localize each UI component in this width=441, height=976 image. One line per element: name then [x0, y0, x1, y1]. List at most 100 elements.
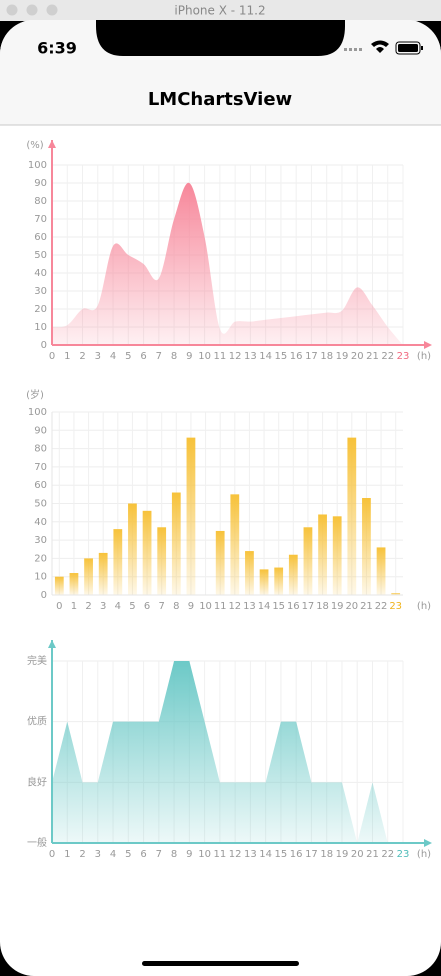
bar — [274, 567, 284, 595]
x-tick-label: 5 — [129, 601, 135, 612]
x-axis-arrow — [424, 341, 432, 349]
x-tick-label: 8 — [173, 601, 179, 612]
x-tick-label: 16 — [287, 601, 300, 612]
nav-title: LMChartsView — [148, 89, 292, 110]
bar — [54, 576, 64, 595]
y-tick-label: 40 — [34, 268, 47, 279]
bar — [347, 437, 357, 595]
bar — [391, 593, 401, 595]
y-tick-label: 30 — [34, 286, 47, 297]
x-tick-label: 10 — [198, 849, 211, 860]
bar — [171, 492, 181, 595]
x-tick-label: 9 — [186, 849, 192, 860]
bar — [303, 527, 313, 595]
y-tick-label: 70 — [34, 214, 47, 225]
y-tick-label: 10 — [34, 322, 47, 333]
y-tick-label: 80 — [34, 196, 47, 207]
x-tick-label: 10 — [198, 351, 211, 362]
bar — [318, 514, 327, 595]
x-tick-label: 19 — [336, 351, 349, 362]
x-tick-label: 23 — [389, 601, 402, 612]
y-tick-label: 50 — [34, 499, 47, 510]
x-tick-label: 13 — [244, 849, 257, 860]
home-indicator — [142, 961, 299, 966]
y-tick-label: 20 — [34, 304, 47, 315]
bar — [157, 527, 167, 595]
x-tick-label: 5 — [125, 849, 131, 860]
y-tick-label: 90 — [34, 425, 47, 436]
y-tick-label: 一般 — [27, 836, 47, 849]
x-tick-label: 13 — [243, 601, 256, 612]
x-tick-label: 23 — [397, 351, 410, 362]
y-tick-label: 70 — [34, 462, 47, 473]
x-tick-label: 6 — [140, 351, 146, 362]
x-tick-label: 10 — [199, 601, 212, 612]
window-button[interactable] — [26, 4, 38, 16]
x-tick-label: 8 — [171, 849, 177, 860]
title-bar — [0, 0, 441, 21]
x-tick-label: 16 — [290, 849, 303, 860]
x-tick-label: 21 — [366, 351, 379, 362]
y-tick-label: 良好 — [27, 775, 47, 788]
bar — [98, 552, 108, 595]
x-tick-label: 3 — [95, 351, 101, 362]
x-tick-label: 22 — [381, 849, 394, 860]
x-tick-label: 0 — [56, 601, 62, 612]
bar — [332, 516, 342, 595]
x-tick-label: 16 — [290, 351, 303, 362]
bar — [128, 503, 137, 595]
x-tick-label: 17 — [305, 849, 318, 860]
x-tick-label: 9 — [188, 601, 194, 612]
x-tick-label: 20 — [351, 351, 364, 362]
x-tick-label: 9 — [186, 351, 192, 362]
x-tick-label: 17 — [302, 601, 315, 612]
x-unit: (h) — [417, 601, 431, 612]
y-tick-label: 80 — [34, 444, 47, 455]
x-tick-label: 7 — [156, 849, 162, 860]
x-tick-label: 2 — [79, 351, 85, 362]
bar — [69, 573, 79, 595]
notch — [96, 20, 345, 56]
x-unit: (h) — [417, 849, 431, 860]
y-axis-arrow — [48, 640, 56, 648]
status-time: 6:39 — [37, 39, 77, 58]
y-tick-label: 0 — [41, 340, 47, 351]
x-tick-label: 7 — [156, 351, 162, 362]
window-button[interactable] — [6, 4, 18, 16]
x-tick-label: 5 — [125, 351, 131, 362]
x-tick-label: 12 — [229, 351, 242, 362]
bar — [215, 530, 225, 595]
x-tick-label: 22 — [375, 601, 388, 612]
bar — [84, 558, 93, 595]
x-tick-label: 3 — [100, 601, 106, 612]
bar — [113, 529, 123, 595]
bar — [230, 494, 240, 595]
x-tick-label: 11 — [214, 601, 227, 612]
x-tick-label: 0 — [49, 849, 55, 860]
x-tick-label: 12 — [229, 849, 242, 860]
x-tick-label: 15 — [275, 849, 288, 860]
x-tick-label: 18 — [320, 351, 333, 362]
x-tick-label: 2 — [85, 601, 91, 612]
x-tick-label: 14 — [258, 601, 271, 612]
x-tick-label: 3 — [95, 849, 101, 860]
x-tick-label: 19 — [331, 601, 344, 612]
x-axis-arrow — [424, 839, 432, 847]
y-axis-arrow — [48, 140, 56, 148]
y-tick-label: 优质 — [27, 715, 47, 728]
area — [52, 661, 403, 843]
bar — [186, 437, 196, 595]
y-unit: (岁) — [26, 388, 44, 401]
x-tick-label: 13 — [244, 351, 257, 362]
y-tick-label: 完美 — [27, 654, 47, 667]
status-icons — [344, 40, 423, 55]
bar — [245, 551, 254, 595]
x-tick-label: 11 — [214, 351, 227, 362]
window-button[interactable] — [46, 4, 58, 16]
x-tick-label: 20 — [351, 849, 364, 860]
x-tick-label: 21 — [360, 601, 373, 612]
x-tick-label: 4 — [110, 849, 116, 860]
x-tick-label: 18 — [316, 601, 329, 612]
y-tick-label: 60 — [34, 232, 47, 243]
y-tick-label: 50 — [34, 250, 47, 261]
